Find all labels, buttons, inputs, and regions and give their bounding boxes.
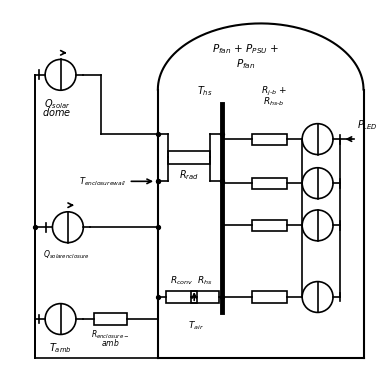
Text: $R_{rad}$: $R_{rad}$ (179, 168, 199, 182)
Text: $amb$: $amb$ (101, 337, 119, 348)
Bar (93, 313, 127, 325)
Bar (252, 220, 287, 231)
Text: $T_{hs}$: $T_{hs}$ (197, 84, 213, 98)
Bar (252, 178, 287, 189)
Text: $P_{fan}$: $P_{fan}$ (236, 57, 256, 71)
Text: $dome$: $dome$ (42, 107, 71, 118)
Text: $T_{air}$: $T_{air}$ (188, 320, 204, 332)
Text: $R_{enclosure-}$: $R_{enclosure-}$ (91, 329, 129, 341)
Text: $T_{amb}$: $T_{amb}$ (49, 341, 72, 355)
Text: $R_{hs\text{-}b}$: $R_{hs\text{-}b}$ (263, 95, 284, 108)
Text: $Q_{solar enclosure}$: $Q_{solar enclosure}$ (43, 249, 89, 261)
Text: $R_{conv}$: $R_{conv}$ (170, 274, 193, 286)
Bar (252, 134, 287, 145)
Text: $P_{fan}$ + $P_{PSU}$ +: $P_{fan}$ + $P_{PSU}$ + (212, 42, 280, 56)
Text: $R_{j\text{-}b}$ +: $R_{j\text{-}b}$ + (261, 85, 287, 98)
Bar (252, 292, 287, 303)
Text: $P_{LED}$: $P_{LED}$ (357, 119, 378, 132)
Bar (168, 151, 210, 164)
Bar (191, 291, 218, 303)
Bar (166, 291, 197, 303)
Text: $R_{hs}$: $R_{hs}$ (197, 274, 212, 286)
Text: $T_{enclosure wall}$: $T_{enclosure wall}$ (79, 175, 127, 188)
Text: $Q_{solar}$: $Q_{solar}$ (44, 97, 70, 111)
